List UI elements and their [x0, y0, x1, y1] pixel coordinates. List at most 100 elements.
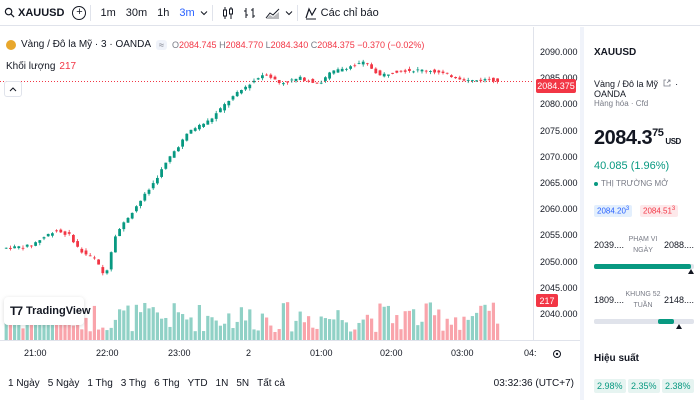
current-price: 2084.375USD: [594, 127, 681, 150]
interval-1m[interactable]: 1m: [100, 6, 116, 19]
performance-3m[interactable]: 2.38%: [662, 379, 694, 393]
settings-icon[interactable]: [552, 349, 562, 359]
candle-body: [4, 247, 8, 249]
volume-bar: [441, 330, 445, 340]
time-axis[interactable]: 21:00 22:00 23:00 2 01:00 02:00 03:00 04:: [0, 340, 580, 366]
candle-body: [408, 68, 411, 71]
interval-30m[interactable]: 30m: [125, 6, 148, 19]
close-value: 2084.375: [317, 39, 355, 50]
candle-body: [164, 162, 168, 169]
volume-bar: [244, 320, 248, 340]
volume-bar: [88, 331, 92, 340]
volume-bar: [185, 319, 189, 340]
volume-bar: [139, 312, 143, 340]
range-3m[interactable]: 3 Thg: [120, 377, 147, 389]
volume-bar: [202, 331, 206, 340]
candle-body: [433, 69, 436, 73]
candle-body: [496, 78, 499, 82]
candle-body: [185, 133, 189, 141]
interval-3m[interactable]: 3m: [179, 6, 195, 19]
last-price-tag: 2084.375: [536, 79, 576, 93]
price-tick: 2075.000: [540, 125, 578, 136]
range-1d[interactable]: 1 Ngày: [8, 377, 40, 389]
high-label: H: [219, 39, 226, 50]
indicators-button[interactable]: Các chỉ báo: [320, 6, 379, 19]
interval-1h[interactable]: 1h: [157, 6, 170, 19]
volume-bar: [315, 328, 319, 340]
price-axis[interactable]: 2090.000 2085.000 2080.000 2075.000 2070.000…: [533, 27, 580, 340]
candle-body: [21, 247, 25, 249]
candle-body: [252, 80, 256, 83]
gold-symbol-icon: [6, 39, 16, 50]
chevron-down-icon[interactable]: [200, 9, 208, 17]
candle-body: [17, 246, 21, 249]
candle-body: [353, 65, 357, 67]
divider: [90, 4, 92, 21]
range-ytd[interactable]: YTD: [187, 377, 208, 389]
volume-bar: [386, 305, 390, 340]
tradingview-logo[interactable]: T7 TradingView: [4, 297, 91, 325]
collapse-legend-button[interactable]: [4, 81, 22, 97]
range-1m[interactable]: 1 Thg: [87, 377, 113, 389]
clock[interactable]: 03:32:36 (UTC+7): [493, 378, 574, 389]
performance-1m[interactable]: 2.35%: [628, 379, 660, 393]
volume-bar: [433, 315, 437, 340]
volume-bar: [424, 303, 428, 340]
volume-bar: [38, 324, 42, 340]
candle-body: [84, 250, 88, 255]
range-5d[interactable]: 5 Ngày: [47, 377, 80, 389]
volume-bar: [370, 318, 374, 340]
candle-body: [256, 78, 260, 80]
volume-bar: [344, 322, 348, 340]
range-1y[interactable]: 1N: [215, 377, 229, 389]
candle-body: [235, 92, 239, 97]
compare-add-icon[interactable]: +: [72, 5, 87, 20]
volume-bar: [382, 306, 386, 340]
volume-bar: [361, 319, 365, 340]
range-6m[interactable]: 6 Thg: [154, 377, 180, 389]
range-all[interactable]: Tất cả: [257, 377, 285, 389]
candle-body: [168, 156, 172, 162]
panel-symbol[interactable]: XAUUSD: [594, 47, 637, 58]
ask-sup: 3: [671, 206, 676, 212]
high-value: 2084.770: [225, 39, 264, 50]
volume-bar: [59, 324, 63, 340]
volume-bar: [130, 331, 134, 340]
performance-1w[interactable]: 2.98%: [594, 379, 626, 393]
area-chart-icon[interactable]: [265, 6, 281, 20]
external-link-icon[interactable]: [663, 79, 671, 87]
volume-bar: [328, 319, 332, 340]
range-5y[interactable]: 5N: [236, 377, 250, 389]
last-volume-tag: 217: [536, 294, 558, 307]
volume-bar: [416, 325, 420, 340]
bid-sup: 3: [625, 206, 630, 212]
candle-body: [13, 246, 16, 249]
price-tick: 2085.000: [540, 73, 578, 83]
candle-body: [412, 71, 415, 73]
volume-bar: [164, 317, 168, 340]
candle-body: [315, 82, 319, 84]
candle-body: [450, 75, 453, 78]
price-change: 40.085 (1.96%): [594, 160, 670, 172]
candle-body: [391, 72, 394, 74]
volume-bar: [231, 328, 235, 340]
volume-legend: Khối lượng 217: [6, 61, 76, 72]
chevron-down-icon[interactable]: [285, 9, 293, 17]
volume-bar: [336, 310, 340, 340]
volume-bar: [256, 330, 260, 340]
candle-body: [193, 128, 197, 131]
bars-icon[interactable]: [243, 6, 257, 20]
candle-body: [67, 232, 71, 234]
candle-body: [122, 222, 126, 230]
indicators-icon[interactable]: [304, 6, 318, 20]
time-tick: 23:00: [168, 348, 191, 358]
candle-body: [151, 183, 155, 189]
candle-body: [219, 108, 222, 113]
candle-body: [462, 79, 466, 81]
chart-pane[interactable]: Vàng / Đô la Mỹ · 3 · OANDA ≈ O2084.745 …: [0, 27, 533, 340]
volume-bar: [252, 329, 256, 340]
candle-body: [135, 206, 138, 212]
symbol-search[interactable]: XAUUSD: [0, 7, 64, 19]
candles-icon[interactable]: [221, 6, 235, 20]
candle-body: [156, 177, 159, 184]
